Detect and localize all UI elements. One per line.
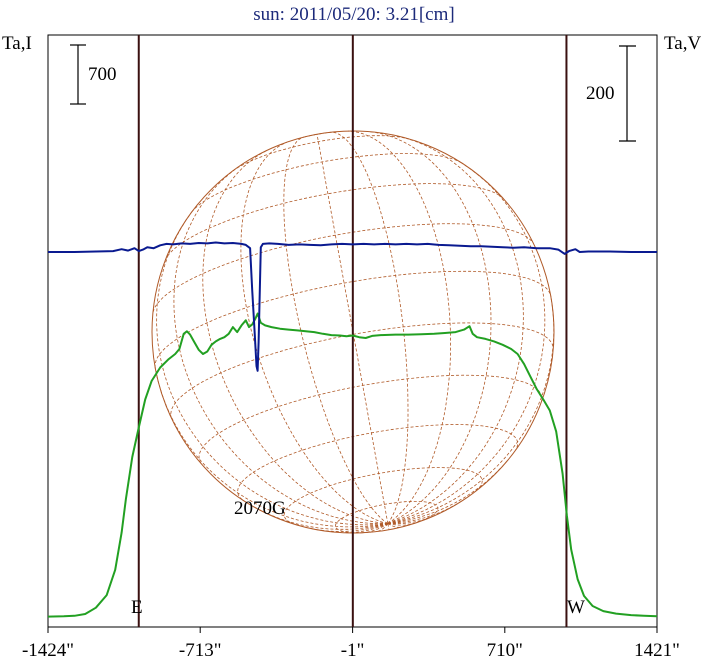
- grid-line: [202, 149, 388, 524]
- x-tick-label: -713": [179, 640, 222, 661]
- grid-line: [240, 141, 389, 524]
- right-axis-label: Ta,V: [664, 33, 701, 54]
- x-axis-ticks: -1424" -713" -1" 710" 1421": [22, 627, 680, 661]
- grid-line: [347, 130, 452, 524]
- grid-line: [387, 523, 415, 526]
- series-layer: [47, 241, 658, 618]
- sun-disk: [151, 130, 555, 534]
- grid-line: [387, 523, 400, 528]
- grid-line: [232, 135, 409, 172]
- east-limb-label: E: [131, 597, 143, 618]
- x-tick-label: 1421": [634, 640, 680, 661]
- grid-line: [387, 137, 524, 524]
- grid-line: [378, 523, 389, 532]
- grid-line: [387, 162, 546, 524]
- intensity-curve: [47, 312, 658, 618]
- x-tick-label: 710": [487, 640, 523, 661]
- grid-line: [363, 523, 389, 534]
- chart-title: sun: 2011/05/20: 3.21[cm]: [253, 4, 454, 25]
- right-scale-label: 200: [586, 83, 615, 104]
- grid-line: [368, 131, 492, 524]
- grid-line: [198, 374, 543, 464]
- x-tick-label: -1": [341, 640, 365, 661]
- left-scale-bar: 700: [70, 44, 117, 105]
- grid-line: [387, 459, 509, 524]
- grid-line: [303, 131, 331, 138]
- left-scale-label: 700: [88, 64, 117, 85]
- right-scale-bar: 200: [586, 45, 636, 142]
- grid-line: [387, 499, 465, 524]
- grid-line: [308, 523, 389, 532]
- grid-line: [156, 211, 388, 526]
- grid-line: [164, 183, 504, 261]
- grid-line: [154, 367, 388, 528]
- grid-line: [237, 424, 519, 500]
- grid-line: [387, 523, 390, 530]
- grid-line: [154, 270, 552, 369]
- grid-line: [283, 136, 389, 524]
- grid-line: [191, 153, 463, 213]
- limb-lines: [137, 35, 568, 627]
- grid-line: [334, 501, 439, 534]
- grid-line: [173, 169, 388, 525]
- field-strength-annotation: 2070G: [234, 498, 286, 519]
- left-axis-label: Ta,I: [2, 33, 32, 54]
- grid-line: [387, 295, 555, 524]
- x-tick-label: -1424": [22, 640, 74, 661]
- grid-line: [283, 467, 483, 525]
- west-limb-label: W: [567, 597, 585, 618]
- polarization-curve: [48, 241, 657, 372]
- grid-line: [387, 516, 432, 525]
- grid-line: [316, 134, 389, 524]
- grid-line: [152, 223, 534, 313]
- grid-line: [252, 505, 388, 530]
- grid-line: [330, 131, 409, 524]
